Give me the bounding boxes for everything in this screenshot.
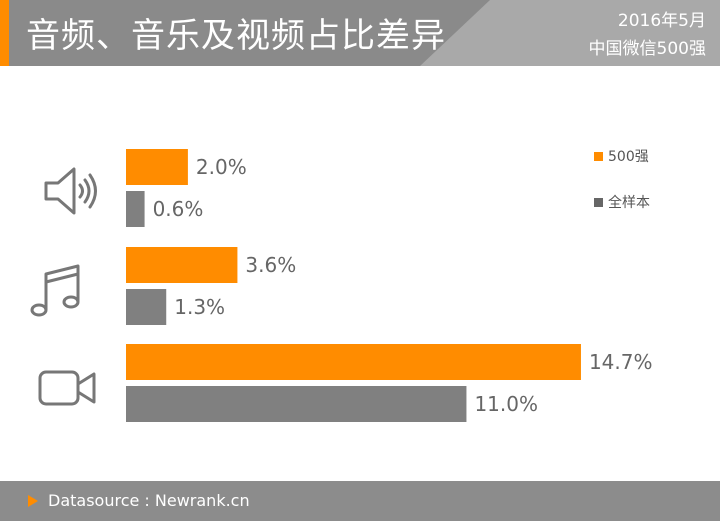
bar-500-1 <box>126 247 238 283</box>
legend-swatch-500 <box>594 151 603 161</box>
data-source-label: Datasource : Newrank.cn <box>48 491 250 510</box>
footer-band: Datasource : Newrank.cn <box>0 481 720 521</box>
subtitle-label: 中国微信500强 <box>588 39 706 59</box>
date-label: 2016年5月 <box>617 11 706 31</box>
music-note-icon <box>28 258 92 322</box>
bar-all-2 <box>126 386 467 422</box>
video-camera-icon <box>36 356 100 420</box>
legend-item-500: 500强 <box>594 145 650 167</box>
header-band: 音频、音乐及视频占比差异 2016年5月 中国微信500强 <box>0 0 720 66</box>
speaker-icon <box>38 159 102 223</box>
data-label-all-1: 1.3% <box>174 295 225 319</box>
legend-label-500: 500强 <box>608 149 649 165</box>
bar-all-1 <box>126 289 167 325</box>
data-label-500-2: 14.7% <box>589 350 653 374</box>
data-label-500-1: 3.6% <box>245 253 296 277</box>
legend: 500强 全样本 <box>594 145 650 237</box>
bar-500-0 <box>126 149 188 185</box>
header-accent-stripe <box>0 0 9 66</box>
data-label-500-0: 2.0% <box>196 155 247 179</box>
legend-item-all: 全样本 <box>594 191 650 213</box>
bar-all-0 <box>126 191 145 227</box>
data-label-all-0: 0.6% <box>153 197 204 221</box>
play-triangle-icon <box>28 495 38 507</box>
page-title: 音频、音乐及视频占比差异 <box>26 16 446 56</box>
legend-label-all: 全样本 <box>608 195 650 211</box>
data-label-all-2: 11.0% <box>474 392 538 416</box>
legend-swatch-all <box>594 197 603 207</box>
bar-500-2 <box>126 344 581 380</box>
